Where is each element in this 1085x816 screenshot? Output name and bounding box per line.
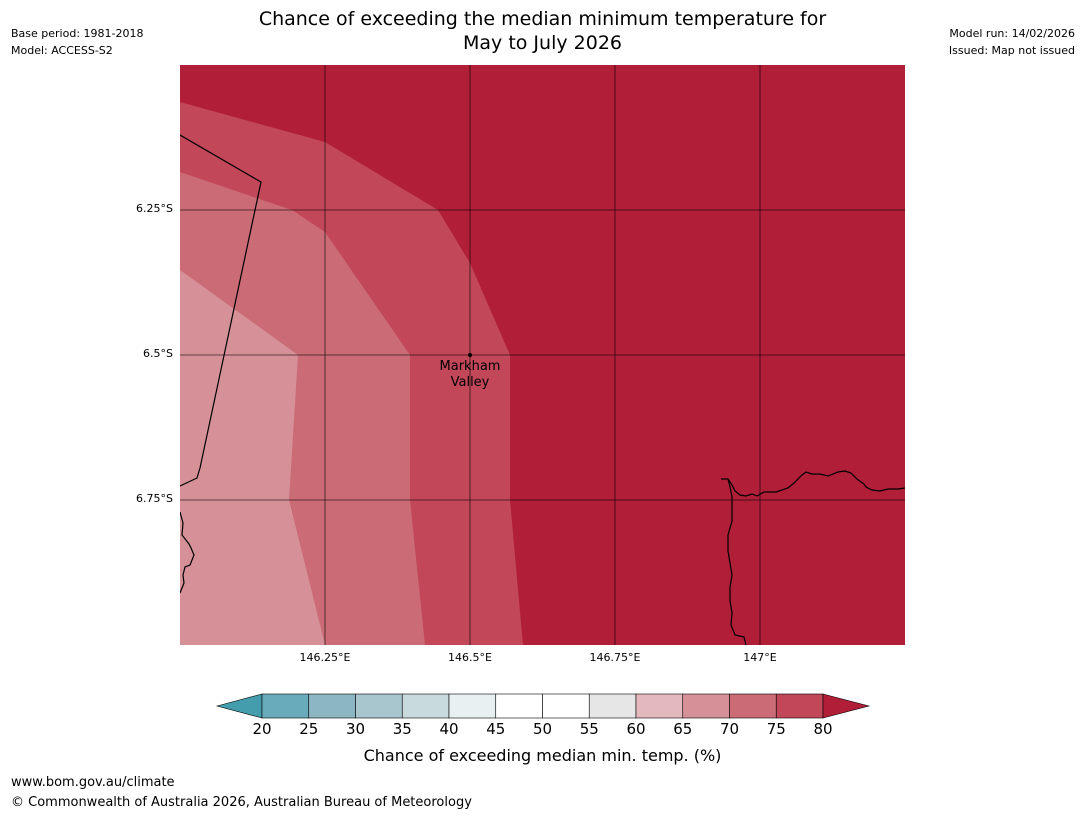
colorbar-tick-label: 80 <box>813 720 833 738</box>
coastline-east <box>721 470 905 645</box>
map-title: Chance of exceeding the median minimum t… <box>0 7 1085 55</box>
colorbar-segment <box>495 693 543 719</box>
place-label-line1: Markham <box>439 359 501 374</box>
map-title-line1: Chance of exceeding the median minimum t… <box>258 8 827 30</box>
footer-url[interactable]: www.bom.gov.au/climate <box>11 775 175 790</box>
model-run-text: Model run: 14/02/2026 <box>949 27 1075 40</box>
colorbar-segment <box>682 693 730 719</box>
province-boundary <box>180 134 262 487</box>
colorbar-segments <box>215 693 871 719</box>
lat-label-6-5: 6.5°S <box>143 347 173 360</box>
colorbar-tick-label: 20 <box>252 720 272 738</box>
colorbar-tick-label: 35 <box>392 720 412 738</box>
coastline-west <box>180 511 195 594</box>
colorbar-segment <box>635 693 684 719</box>
colorbar-tick-label: 25 <box>299 720 319 738</box>
lon-label-146-25: 146.25°E <box>299 651 351 664</box>
lon-label-146-5: 146.5°E <box>448 651 492 664</box>
colorbar-over-arrow <box>822 693 871 719</box>
colorbar-segment <box>355 693 403 719</box>
place-label: Markham Valley <box>420 359 520 391</box>
colorbar-tick-label: 75 <box>766 720 786 738</box>
lon-label-146-75: 146.75°E <box>589 651 641 664</box>
colorbar-tick-label: 65 <box>673 720 693 738</box>
place-label-line2: Valley <box>450 375 490 390</box>
lat-label-6-75: 6.75°S <box>136 492 173 505</box>
colorbar-segment <box>401 693 450 719</box>
markham-valley-marker <box>468 353 472 357</box>
colorbar-segment <box>588 693 637 719</box>
colorbar <box>215 693 871 719</box>
colorbar-under-arrow <box>215 693 263 719</box>
colorbar-tick-label: 45 <box>486 720 506 738</box>
colorbar-segment <box>448 693 497 719</box>
colorbar-tick-label: 50 <box>532 720 553 738</box>
colorbar-tick-label: 55 <box>579 720 599 738</box>
colorbar-segment <box>775 693 824 719</box>
base-period-text: Base period: 1981-2018 <box>11 27 144 40</box>
colorbar-tick-label: 70 <box>719 720 740 738</box>
colorbar-tick-label: 40 <box>439 720 459 738</box>
map-panel <box>180 65 905 645</box>
colorbar-segment <box>308 693 356 719</box>
colorbar-tick-label: 30 <box>345 720 366 738</box>
colorbar-tick-label: 60 <box>626 720 646 738</box>
colorbar-segment <box>261 693 310 719</box>
issued-text: Issued: Map not issued <box>948 44 1075 57</box>
lat-label-6-25: 6.25°S <box>136 202 173 215</box>
region-65-70 <box>180 270 325 645</box>
lon-label-147: 147°E <box>743 651 777 664</box>
colorbar-title: Chance of exceeding median min. temp. (%… <box>363 746 722 765</box>
model-name-text: Model: ACCESS-S2 <box>11 44 113 57</box>
map-title-line2: May to July 2026 <box>463 32 622 54</box>
colorbar-segment <box>542 693 590 719</box>
footer-copyright: © Commonwealth of Australia 2026, Austra… <box>11 795 472 810</box>
colorbar-segment <box>729 693 777 719</box>
